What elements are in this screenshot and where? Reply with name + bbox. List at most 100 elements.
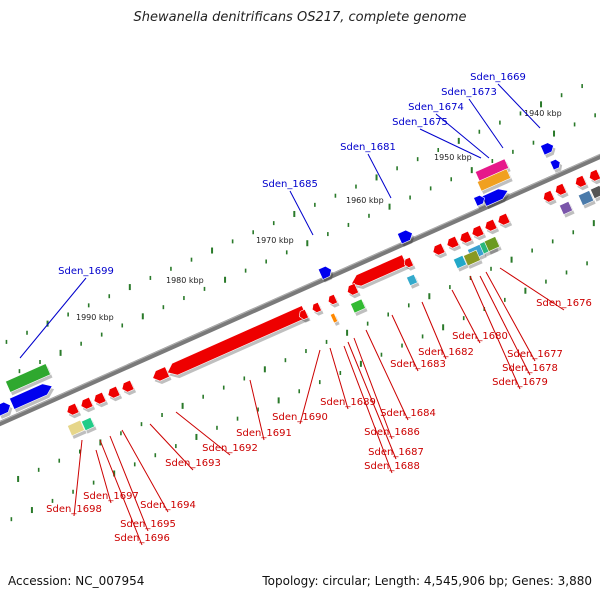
gene-feature — [474, 158, 510, 182]
gene-feature — [471, 224, 485, 238]
leader-line — [109, 435, 149, 532]
gene-feature — [327, 293, 338, 305]
gene-label: Sden_1677 — [507, 349, 563, 360]
leader-line — [499, 267, 565, 311]
leader-line — [347, 341, 397, 460]
gene-label: Sden_1698 — [46, 504, 102, 515]
leader-line — [367, 153, 392, 199]
gene-feature — [589, 169, 600, 182]
gene-label: Sden_1689 — [320, 397, 376, 408]
gene-feature — [298, 308, 309, 320]
gene-label: Sden_1693 — [165, 458, 221, 469]
leader-line — [149, 423, 194, 471]
gene-feature — [80, 396, 94, 410]
gene-label: Sden_1683 — [390, 359, 446, 370]
gene-label: Sden_1690 — [272, 412, 328, 423]
gene-feature — [575, 175, 587, 188]
gene-labels: Sden_1669 Sden_1673 Sden_1674 Sden_1675 Sden… — [46, 72, 592, 544]
leader-line — [485, 271, 536, 362]
gene-label: Sden_1675 — [392, 117, 448, 128]
gene-label: Sden_1681 — [340, 142, 396, 153]
gene-label: Sden_1688 — [364, 461, 420, 472]
leader-line — [73, 439, 83, 517]
gene-feature — [446, 235, 460, 249]
gene-feature — [406, 273, 418, 287]
gene-label: Sden_1695 — [120, 519, 176, 530]
gene-feature — [559, 201, 573, 215]
leader-line — [451, 289, 481, 344]
scale-label: 1990 kbp — [76, 313, 114, 322]
gene-label: Sden_1697 — [83, 491, 139, 502]
gene-label: Sden_1680 — [452, 331, 508, 342]
scale-label: 1940 kbp — [524, 109, 562, 118]
map-title: Shewanella denitrificans OS217, complete… — [133, 10, 467, 25]
gene-feature — [432, 242, 446, 256]
leader-line — [19, 277, 87, 359]
scale-label: 1980 kbp — [166, 276, 204, 285]
gene-label: Sden_1686 — [364, 427, 420, 438]
gene-label: Sden_1674 — [408, 102, 464, 113]
gene-label: Sden_1685 — [262, 179, 318, 190]
gene-feature — [555, 183, 567, 196]
leader-line — [121, 429, 169, 513]
gene-label: Sden_1696 — [114, 533, 170, 544]
leader-line — [479, 275, 531, 376]
gene-label: Sden_1676 — [536, 298, 592, 309]
gene-feature — [0, 401, 11, 417]
gene-feature — [350, 298, 366, 314]
gene-feature — [453, 255, 467, 269]
leader-line — [421, 301, 447, 360]
leader-line — [299, 349, 321, 425]
gene-feature — [463, 249, 481, 267]
scale-label: 1950 kbp — [434, 153, 472, 162]
gene-feature — [81, 417, 95, 431]
gene-feature — [121, 379, 135, 393]
gene-label: Sden_1669 — [470, 72, 526, 83]
leader-line — [95, 449, 112, 504]
gene-label: Sden_1699 — [58, 266, 114, 277]
gene-feature — [481, 188, 509, 207]
gene-label: Sden_1692 — [202, 443, 258, 454]
gene-feature — [329, 312, 339, 324]
gene-feature — [397, 229, 413, 245]
leader-line — [289, 190, 314, 236]
scale-label: 1960 kbp — [346, 196, 384, 205]
gene-feature — [497, 212, 511, 226]
leader-line — [249, 379, 265, 441]
gene-feature — [483, 236, 501, 252]
accession-text: Accession: NC_007954 — [8, 574, 145, 588]
leader-line — [435, 113, 490, 159]
gene-label: Sden_1673 — [441, 87, 497, 98]
leader-line — [343, 345, 393, 474]
leader-line — [365, 329, 409, 421]
gene-feature — [347, 283, 359, 296]
genome-backbone — [0, 153, 600, 427]
genome-backbone-highlight — [0, 153, 600, 423]
leader-line — [419, 128, 482, 159]
gene-feature — [540, 142, 554, 156]
gene-feature — [107, 385, 121, 399]
gene-feature — [590, 185, 600, 199]
gene-feature — [9, 383, 53, 410]
gene-feature — [476, 168, 512, 192]
scale-labels: 1940 kbp 1950 kbp 1960 kbp 1970 kbp 1980 kbp… — [76, 109, 562, 322]
gene-feature — [577, 190, 595, 206]
leader-line — [391, 314, 419, 372]
gene-feature — [317, 265, 332, 280]
gene-feature — [473, 194, 485, 207]
gene-label: Sden_1691 — [236, 428, 292, 439]
gene-feature — [5, 363, 51, 393]
leader-line — [353, 337, 393, 440]
gene-label: Sden_1682 — [418, 347, 474, 358]
label-leaders — [19, 83, 565, 546]
gene-label: Sden_1684 — [380, 408, 436, 419]
gene-label: Sden_1694 — [140, 500, 196, 511]
leader-line — [99, 439, 143, 546]
leader-line — [175, 411, 231, 456]
leader-line — [497, 83, 541, 129]
gene-features — [0, 142, 600, 439]
gene-label: Sden_1687 — [368, 447, 424, 458]
gene-feature — [543, 190, 555, 203]
gene-feature — [459, 230, 473, 244]
